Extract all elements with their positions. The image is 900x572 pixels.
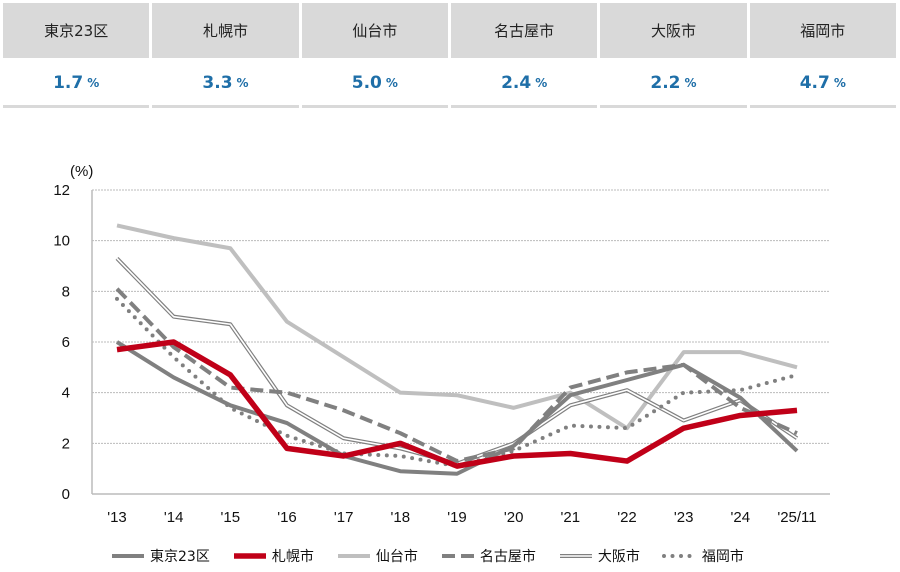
x-tick-label: '21 <box>561 509 581 526</box>
x-tick-label: '24 <box>731 509 751 526</box>
series-3 <box>115 287 798 464</box>
x-tick-label: '13 <box>107 509 127 526</box>
series-line <box>115 287 798 464</box>
legend-label: 札幌市 <box>271 549 314 565</box>
city-header: 札幌市 <box>152 3 299 58</box>
y-tick-label: 6 <box>62 334 70 351</box>
city-header: 仙台市 <box>301 3 448 58</box>
y-tick-label: 8 <box>62 283 70 300</box>
legend-swatch <box>559 554 592 558</box>
legend-label: 大阪市 <box>597 549 640 565</box>
table-column: 福岡市 4.7% <box>749 3 896 108</box>
value-text: 3.3 <box>202 73 233 93</box>
legend-item: 大阪市 <box>558 546 640 566</box>
value-text: 5.0 <box>351 73 382 93</box>
y-tick-label: 0 <box>62 486 70 503</box>
x-tick-label: '18 <box>391 509 411 526</box>
legend-item: 名古屋市 <box>440 546 536 566</box>
x-tick-label: '23 <box>674 509 694 526</box>
legend-swatch <box>337 554 370 558</box>
y-tick-label: 12 <box>53 182 70 199</box>
y-axis-label: (%) <box>70 163 93 180</box>
value-text: 1.7 <box>53 73 84 93</box>
value-text: 2.2 <box>650 73 681 93</box>
city-value: 3.3% <box>152 61 299 108</box>
city-value: 1.7% <box>3 61 150 108</box>
legend-swatch <box>112 554 144 558</box>
x-tick-label: '15 <box>221 509 241 526</box>
series-line-inner <box>116 257 798 465</box>
legend-item: 福岡市 <box>661 546 744 566</box>
unit-text: % <box>535 76 548 90</box>
legend-label: 東京23区 <box>150 549 210 565</box>
legend-item: 東京23区 <box>110 546 210 566</box>
unit-text: % <box>833 76 846 90</box>
value-text: 4.7 <box>799 73 830 93</box>
city-value: 5.0% <box>301 61 448 108</box>
y-tick-label: 2 <box>62 435 70 452</box>
table-column: 東京23区 1.7% <box>3 3 150 108</box>
x-tick-label: '16 <box>277 509 297 526</box>
city-value: 2.2% <box>600 61 747 108</box>
series-line <box>115 257 799 466</box>
unit-text: % <box>236 76 249 90</box>
legend-label: 名古屋市 <box>479 549 536 565</box>
city-value: 2.4% <box>450 61 598 108</box>
unit-text: % <box>684 76 697 90</box>
series-4 <box>115 257 799 466</box>
x-tick-label: '19 <box>447 509 467 526</box>
summary-table: 東京23区 1.7% 札幌市 3.3% 仙台市 5.0% 名古屋市 2.4% 大阪市 2.… <box>3 3 896 108</box>
series-1 <box>116 339 798 469</box>
table-column: 名古屋市 2.4% <box>450 3 598 108</box>
series-line <box>115 340 799 476</box>
y-tick-label: 10 <box>53 233 70 250</box>
city-value: 4.7% <box>749 61 896 108</box>
city-header: 大阪市 <box>600 3 747 58</box>
x-tick-label: '14 <box>164 509 184 526</box>
city-header: 名古屋市 <box>450 3 598 58</box>
legend-item: 札幌市 <box>232 546 314 566</box>
x-tick-label: '25/11 <box>777 509 816 526</box>
city-header: 福岡市 <box>749 3 896 58</box>
x-tick-label: '20 <box>504 509 524 526</box>
legend-swatch <box>661 554 698 558</box>
table-column: 大阪市 2.2% <box>600 3 747 108</box>
legend: 東京23区 札幌市 仙台市 名古屋市 大阪市 福岡市 <box>110 546 744 566</box>
unit-text: % <box>87 76 100 90</box>
series-line <box>116 339 798 469</box>
y-tick-label: 4 <box>62 385 70 402</box>
series-0 <box>115 340 799 476</box>
legend-item: 仙台市 <box>336 546 418 566</box>
value-text: 2.4 <box>501 73 532 93</box>
legend-swatch <box>441 554 474 558</box>
legend-swatch <box>233 553 266 559</box>
unit-text: % <box>385 76 398 90</box>
city-header: 東京23区 <box>3 3 150 58</box>
legend-label: 福岡市 <box>701 549 744 565</box>
x-tick-label: '22 <box>617 509 637 526</box>
table-column: 札幌市 3.3% <box>152 3 299 108</box>
legend-label: 仙台市 <box>375 549 418 565</box>
table-column: 仙台市 5.0% <box>301 3 448 108</box>
x-tick-label: '17 <box>334 509 354 526</box>
